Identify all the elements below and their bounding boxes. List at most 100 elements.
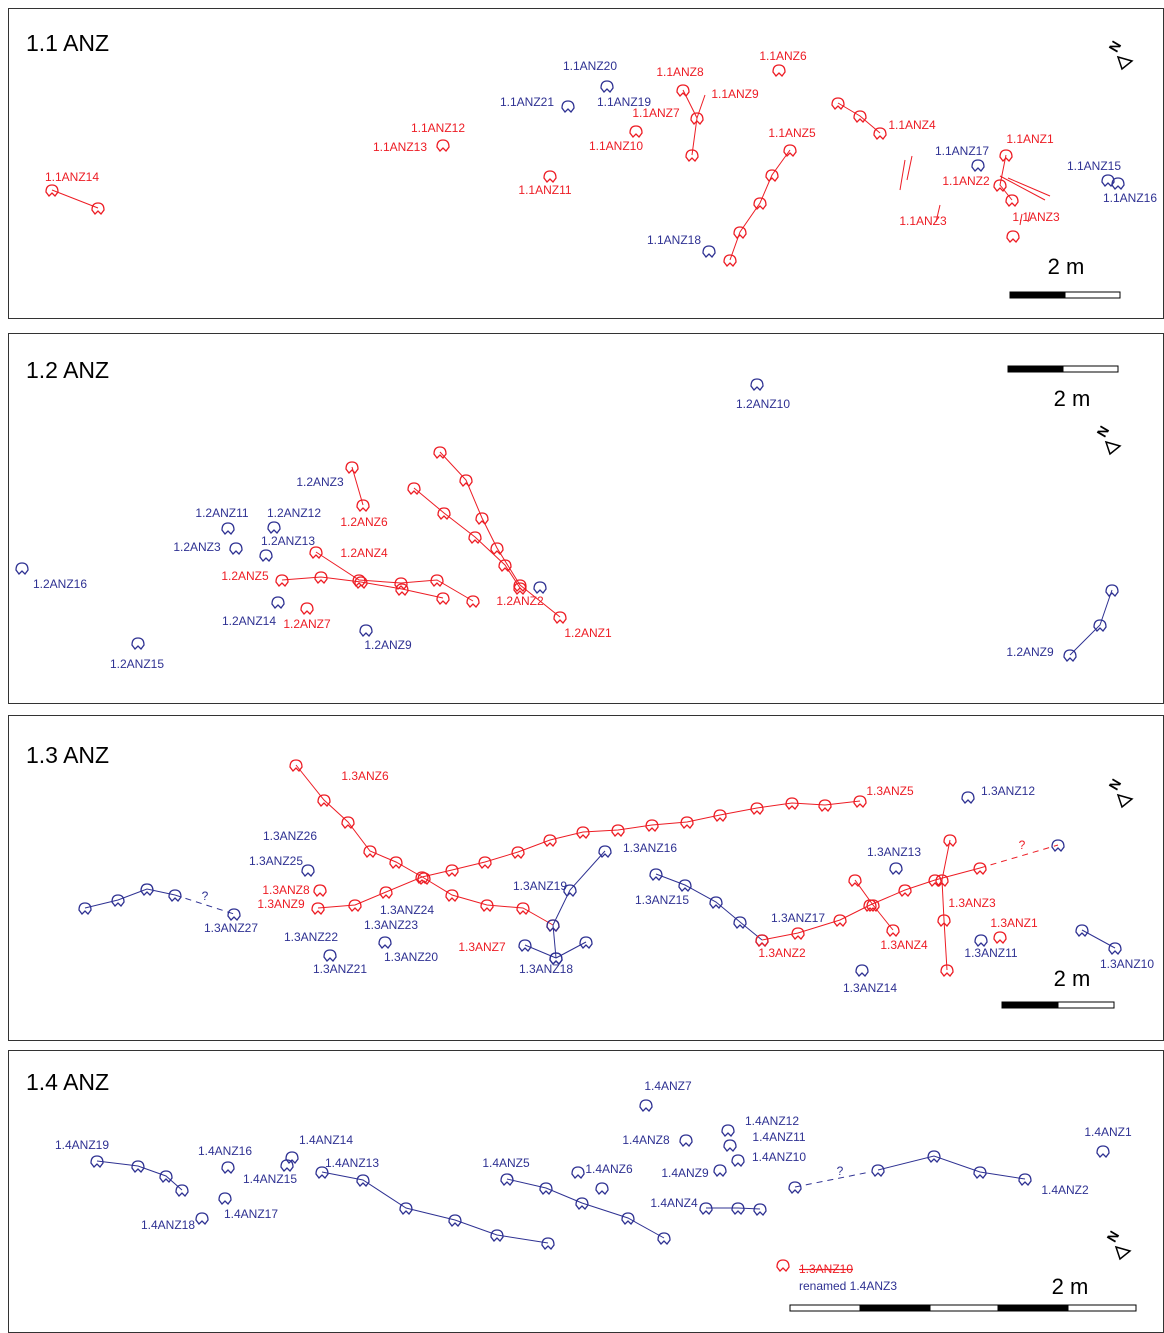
track-label: 1.1ANZ10 xyxy=(589,139,643,153)
north-label: N xyxy=(1103,1228,1122,1245)
footprint xyxy=(777,1260,789,1271)
footprint xyxy=(79,903,91,914)
footprint xyxy=(562,101,574,112)
north-arrow xyxy=(1118,57,1132,69)
footprint xyxy=(544,171,556,182)
footprint xyxy=(312,903,324,914)
panel-frame xyxy=(9,9,1164,319)
footprint xyxy=(324,950,336,961)
track-label: 1.2ANZ14 xyxy=(222,614,276,628)
track-label: 1.3ANZ10 xyxy=(1100,957,1154,971)
footprint xyxy=(260,550,272,561)
track-label: 1.1ANZ4 xyxy=(888,118,936,132)
footprint xyxy=(1097,1146,1109,1157)
footprint xyxy=(467,596,479,607)
track-label: 1.1ANZ3 xyxy=(899,214,947,228)
footprint xyxy=(751,379,763,390)
track-label: 1.2ANZ1 xyxy=(564,626,612,640)
track-label: 1.3ANZ22 xyxy=(284,930,338,944)
footprint xyxy=(975,935,987,946)
footprint xyxy=(703,246,715,257)
scale-bar xyxy=(998,1305,1068,1311)
track-label: 1.2ANZ7 xyxy=(283,617,331,631)
track-label: 1.4ANZ5 xyxy=(482,1156,530,1170)
scale-bar xyxy=(1065,292,1120,298)
track-label: 1.4ANZ11 xyxy=(752,1130,805,1144)
track-label: 1.3ANZ7 xyxy=(458,940,506,954)
footprint xyxy=(724,1140,736,1151)
track-label: 1.3ANZ14 xyxy=(843,981,897,995)
trackway-line xyxy=(414,488,520,588)
track-label: 1.4ANZ10 xyxy=(752,1150,806,1164)
track-label: 1.4ANZ18 xyxy=(141,1218,195,1232)
scale-bar xyxy=(860,1305,930,1311)
track-label: 1.1ANZ1 xyxy=(1006,132,1054,146)
track-label: 1.3ANZ21 xyxy=(313,962,367,976)
footprint xyxy=(219,1193,231,1204)
scale-bar xyxy=(1002,1002,1058,1008)
track-label: 1.2ANZ3 xyxy=(296,475,344,489)
track-label: 1.1ANZ21 xyxy=(500,95,554,109)
footprint xyxy=(994,932,1006,943)
crack-mark xyxy=(1000,176,1045,200)
footprint xyxy=(572,1167,584,1178)
trackway-line xyxy=(97,1161,182,1190)
track-label: 1.3ANZ9 xyxy=(257,897,305,911)
trackway-line xyxy=(322,1172,548,1243)
footprint xyxy=(754,1204,766,1215)
panel-frame xyxy=(9,334,1164,704)
track-label: 1.1ANZ6 xyxy=(759,49,807,63)
track-label: 1.1ANZ13 xyxy=(373,140,427,154)
footprint xyxy=(732,1155,744,1166)
trackway-line xyxy=(318,801,860,908)
track-label: 1.4ANZ13 xyxy=(325,1156,379,1170)
track-label: 1.1ANZ8 xyxy=(656,65,704,79)
trackway-line xyxy=(878,1156,1025,1179)
scale-bar xyxy=(1058,1002,1114,1008)
footprint xyxy=(222,1162,234,1173)
footprint xyxy=(890,863,902,874)
scale-bar xyxy=(790,1305,860,1311)
panel-title: 1.3 ANZ xyxy=(26,742,109,768)
track-label: 1.3ANZ12 xyxy=(981,784,1035,798)
scale-label: 2 m xyxy=(1054,966,1091,991)
panel-title: 1.4 ANZ xyxy=(26,1069,109,1095)
track-label: 1.3ANZ6 xyxy=(341,769,389,783)
track-label: 1.4ANZ8 xyxy=(622,1133,670,1147)
footprint xyxy=(196,1213,208,1224)
scale-bar xyxy=(1063,366,1118,372)
footprint xyxy=(1007,231,1019,242)
track-label: 1.3ANZ15 xyxy=(635,893,689,907)
track-label: 1.1ANZ14 xyxy=(45,170,99,184)
footprint xyxy=(92,203,104,214)
footprint xyxy=(601,81,613,92)
scale-label: 2 m xyxy=(1054,386,1091,411)
footprint xyxy=(1006,195,1018,206)
track-label: 1.3ANZ1 xyxy=(990,916,1038,930)
footprint xyxy=(268,522,280,533)
track-label: 1.4ANZ17 xyxy=(224,1207,278,1221)
track-label: 1.4ANZ9 xyxy=(661,1166,709,1180)
scale-label: 2 m xyxy=(1048,254,1085,279)
track-label: 1.1ANZ20 xyxy=(563,59,617,73)
track-label: ? xyxy=(1019,838,1026,852)
track-label: 1.4ANZ7 xyxy=(644,1079,692,1093)
footprint xyxy=(972,160,984,171)
track-label: 1.4ANZ2 xyxy=(1041,1183,1089,1197)
track-label: 1.3ANZ23 xyxy=(364,918,418,932)
footprint xyxy=(534,582,546,593)
crack-mark xyxy=(1008,178,1050,196)
north-label: N xyxy=(1093,423,1112,440)
track-label: 1.1ANZ9 xyxy=(711,87,759,101)
footprint xyxy=(176,1185,188,1196)
footprint xyxy=(856,965,868,976)
track-label: 1.1ANZ15 xyxy=(1067,159,1121,173)
track-label: 1.2ANZ9 xyxy=(1006,645,1054,659)
footprint xyxy=(640,1100,652,1111)
footprint xyxy=(437,593,449,604)
track-label: 1.1ANZ11 xyxy=(518,183,571,197)
footprint xyxy=(554,612,566,623)
track-label: 1.3ANZ25 xyxy=(249,854,303,868)
footprint xyxy=(874,128,886,139)
footprint xyxy=(437,140,449,151)
